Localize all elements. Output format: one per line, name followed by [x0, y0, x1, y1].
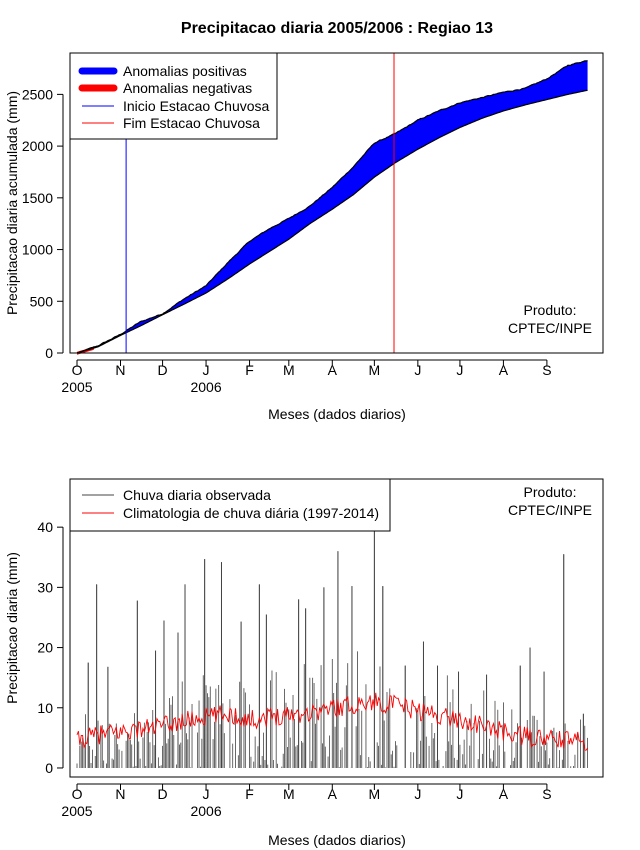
bottom-annotation-line2: CPTEC/INPE	[508, 502, 592, 518]
bottom-month-label: J	[414, 786, 421, 802]
bottom-month-label: S	[542, 786, 551, 802]
top-y-tick-label: 2000	[22, 138, 53, 154]
bottom-month-label: F	[245, 786, 254, 802]
top-annotation-line2: CPTEC/INPE	[508, 320, 592, 336]
climatology-line	[76, 692, 588, 751]
legend-label-start: Inicio Estacao Chuvosa	[123, 98, 270, 114]
top-month-label: A	[499, 362, 509, 378]
top-annotation-line1: Produto:	[524, 302, 577, 318]
cumulative-lines	[76, 60, 588, 354]
top-month-label: J	[203, 362, 210, 378]
bottom-legend-box	[69, 478, 391, 532]
bottom-month-label: A	[328, 786, 338, 802]
legend-label-negative: Anomalias negativas	[123, 80, 252, 96]
bottom-year-label: 2005	[61, 803, 92, 819]
bottom-x-axis-label: Meses (dados diarios)	[268, 832, 406, 848]
top-plot-frame	[69, 52, 604, 354]
observed-daily-rain	[76, 524, 588, 768]
bottom-month-label: D	[158, 786, 168, 802]
bottom-y-tick-label: 30	[37, 579, 53, 595]
top-x-axis-label: Meses (dados diarios)	[268, 406, 406, 422]
top-month-label: M	[283, 362, 295, 378]
top-y-tick-label: 0	[45, 345, 53, 361]
top-month-label: F	[245, 362, 254, 378]
bottom-month-label: M	[369, 786, 381, 802]
legend-label-end: Fim Estacao Chuvosa	[123, 115, 260, 131]
bottom-month-label: N	[115, 786, 125, 802]
top-y-axis-label: Precipitacao diaria acumulada (mm)	[4, 91, 20, 315]
bottom-y-axis-label: Precipitacao diaria (mm)	[4, 552, 20, 704]
top-month-label: J	[414, 362, 421, 378]
top-month-label: S	[542, 362, 551, 378]
top-legend: Anomalias positivas Anomalias negativas …	[69, 52, 278, 140]
bottom-month-label: A	[499, 786, 509, 802]
bottom-y-tick-label: 20	[37, 640, 53, 656]
top-month-label: N	[115, 362, 125, 378]
cumulative-panel: Precipitacao diaria 2005/2006 : Regiao 1…	[4, 20, 604, 422]
top-month-label: J	[456, 362, 463, 378]
bottom-month-label: J	[203, 786, 210, 802]
bottom-y-tick-label: 40	[37, 519, 53, 535]
top-y-axis: 0 500 1000 1500 2000 2500	[22, 86, 64, 361]
top-month-label: A	[328, 362, 338, 378]
top-y-tick-label: 500	[30, 293, 54, 309]
chart-title: Precipitacao diaria 2005/2006 : Regiao 1…	[181, 20, 493, 37]
bottom-y-axis: 0 10 20 30 40	[37, 519, 64, 776]
top-y-tick-label: 2500	[22, 86, 53, 102]
bottom-x-axis: O N D J F M A M J J A S 2005 2006	[61, 783, 552, 819]
bottom-year-label: 2006	[190, 803, 221, 819]
legend-label-positive: Anomalias positivas	[123, 63, 247, 79]
top-month-label: O	[72, 362, 83, 378]
positive-anomaly-area	[77, 60, 588, 353]
top-year-label: 2006	[190, 379, 221, 395]
top-y-tick-label: 1000	[22, 242, 53, 258]
bottom-annotation-line1: Produto:	[524, 484, 577, 500]
top-month-label: D	[158, 362, 168, 378]
top-year-label: 2005	[61, 379, 92, 395]
bottom-month-label: O	[72, 786, 83, 802]
climatology-daily-line	[76, 692, 588, 751]
legend-label-climatology: Climatologia de chuva diária (1997-2014)	[123, 505, 379, 521]
climatology-cumulative-line	[76, 89, 588, 354]
bottom-legend: Chuva diaria observada Climatologia de c…	[69, 478, 391, 532]
top-legend-box	[69, 52, 278, 140]
legend-label-observed: Chuva diaria observada	[123, 487, 271, 503]
daily-panel: 0 10 20 30 40 O N D J F M A M J J A S 2005 2006 Meses (da…	[4, 478, 604, 848]
bottom-y-tick-label: 10	[37, 700, 53, 716]
bottom-month-label: J	[456, 786, 463, 802]
bottom-month-label: M	[283, 786, 295, 802]
bottom-y-tick-label: 0	[45, 760, 53, 776]
top-month-label: M	[369, 362, 381, 378]
top-x-axis: O N D J F M A M J J A S 2005 2006	[61, 359, 552, 395]
top-y-tick-label: 1500	[22, 190, 53, 206]
